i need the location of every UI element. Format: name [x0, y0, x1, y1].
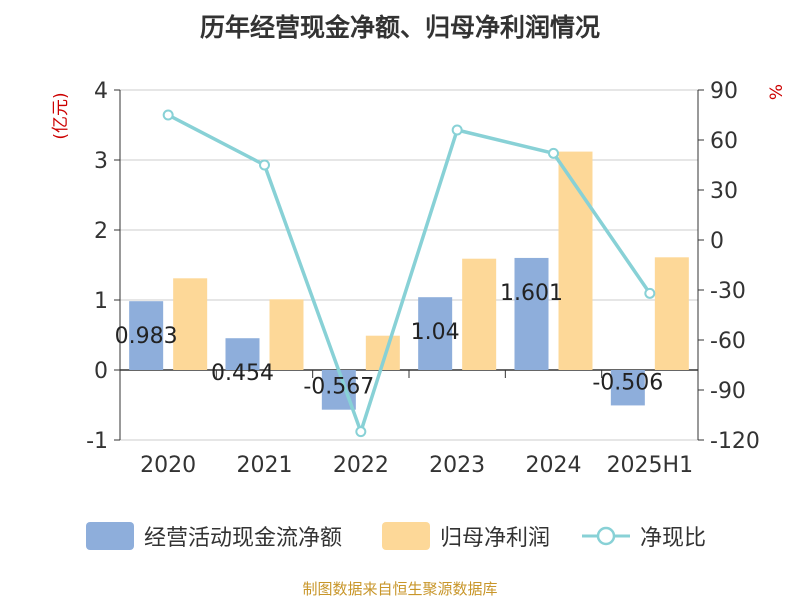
ratio-point — [644, 287, 656, 299]
legend-item-ratio[interactable]: 净现比 — [582, 516, 706, 556]
left-axis-tick-label: -1 — [86, 429, 108, 454]
x-axis-tick-label: 2025H1 — [607, 453, 694, 478]
left-axis-tick-label: 3 — [94, 149, 108, 174]
chart-title: 历年经营现金净额、归母净利润情况 — [199, 13, 600, 42]
net-profit-bar — [173, 278, 208, 370]
cashflow-data-label: -0.567 — [303, 375, 374, 400]
cashflow-data-label: 1.04 — [411, 320, 460, 345]
legend-swatch-net-profit — [382, 522, 430, 550]
net-profit-bar — [269, 299, 304, 370]
net-profit-bar — [462, 258, 497, 370]
cashflow-bar — [418, 297, 453, 370]
legend-swatch-ratio — [582, 526, 630, 546]
line-series — [162, 109, 656, 438]
x-axis-tick-label: 2023 — [429, 453, 485, 478]
left-axis-tick-label: 4 — [94, 79, 108, 104]
cashflow-data-label: 0.983 — [115, 324, 178, 349]
ratio-point — [548, 147, 559, 159]
right-axis-tick-label: 30 — [710, 179, 738, 204]
right-axis-unit-label: % — [767, 84, 787, 100]
axes — [114, 89, 704, 441]
left-axis-tick-label: 1 — [94, 289, 108, 314]
right-axis-tick-label: 60 — [710, 129, 738, 154]
cashflow-data-label: -0.506 — [592, 370, 663, 395]
legend: 经营活动现金流净额 归母净利润 净现比 — [0, 516, 800, 556]
net-profit-bar — [654, 257, 689, 370]
cashflow-data-label: 0.454 — [211, 361, 274, 386]
x-axis-tick-label: 2020 — [140, 453, 196, 478]
legend-swatch-cashflow — [86, 522, 134, 550]
legend-label-net-profit: 归母净利润 — [440, 526, 551, 551]
x-axis-tick-label: 2021 — [237, 453, 293, 478]
right-axis-tick-label: -90 — [710, 379, 746, 404]
ratio-point — [451, 124, 463, 136]
legend-label-cashflow: 经营活动现金流净额 — [144, 526, 343, 551]
left-axis-tick-label: 2 — [94, 219, 108, 244]
left-axis-tick-label: 0 — [94, 359, 108, 384]
left-axis-unit-label: (亿元) — [51, 92, 71, 139]
legend-item-cashflow[interactable]: 经营活动现金流净额 — [86, 516, 342, 556]
ratio-point — [355, 426, 367, 438]
right-axis-tick-label: -60 — [710, 329, 746, 354]
ratio-line — [167, 113, 652, 434]
right-axis-tick-label: -30 — [710, 279, 746, 304]
ratio-point — [162, 109, 174, 121]
data-labels: 0.983 0.454 -0.567 1.04 1.601 -0.506 — [115, 281, 664, 400]
cashflow-data-label: 1.601 — [500, 281, 563, 306]
legend-label-ratio: 净现比 — [640, 526, 707, 551]
cashflow-bar — [610, 370, 645, 406]
legend-item-net-profit[interactable]: 归母净利润 — [382, 516, 550, 556]
right-axis-tick-label: 0 — [710, 229, 724, 254]
right-axis-tick-label: 90 — [710, 79, 738, 104]
x-axis-tick-label: 2024 — [526, 453, 582, 478]
right-axis-tick-label: -120 — [710, 429, 760, 454]
source-note: 制图数据来自恒生聚源数据库 — [302, 580, 498, 598]
cashflow-bar — [225, 338, 260, 370]
cashflow-bar — [129, 301, 164, 370]
ratio-point — [259, 159, 270, 171]
x-axis-tick-label: 2022 — [333, 453, 389, 478]
cashflow-bar — [514, 257, 549, 370]
tick-labels: -1 0 1 2 3 4 -120 -90 -60 -30 0 30 60 90 (亿元)% 2020 2021… — [51, 79, 787, 478]
